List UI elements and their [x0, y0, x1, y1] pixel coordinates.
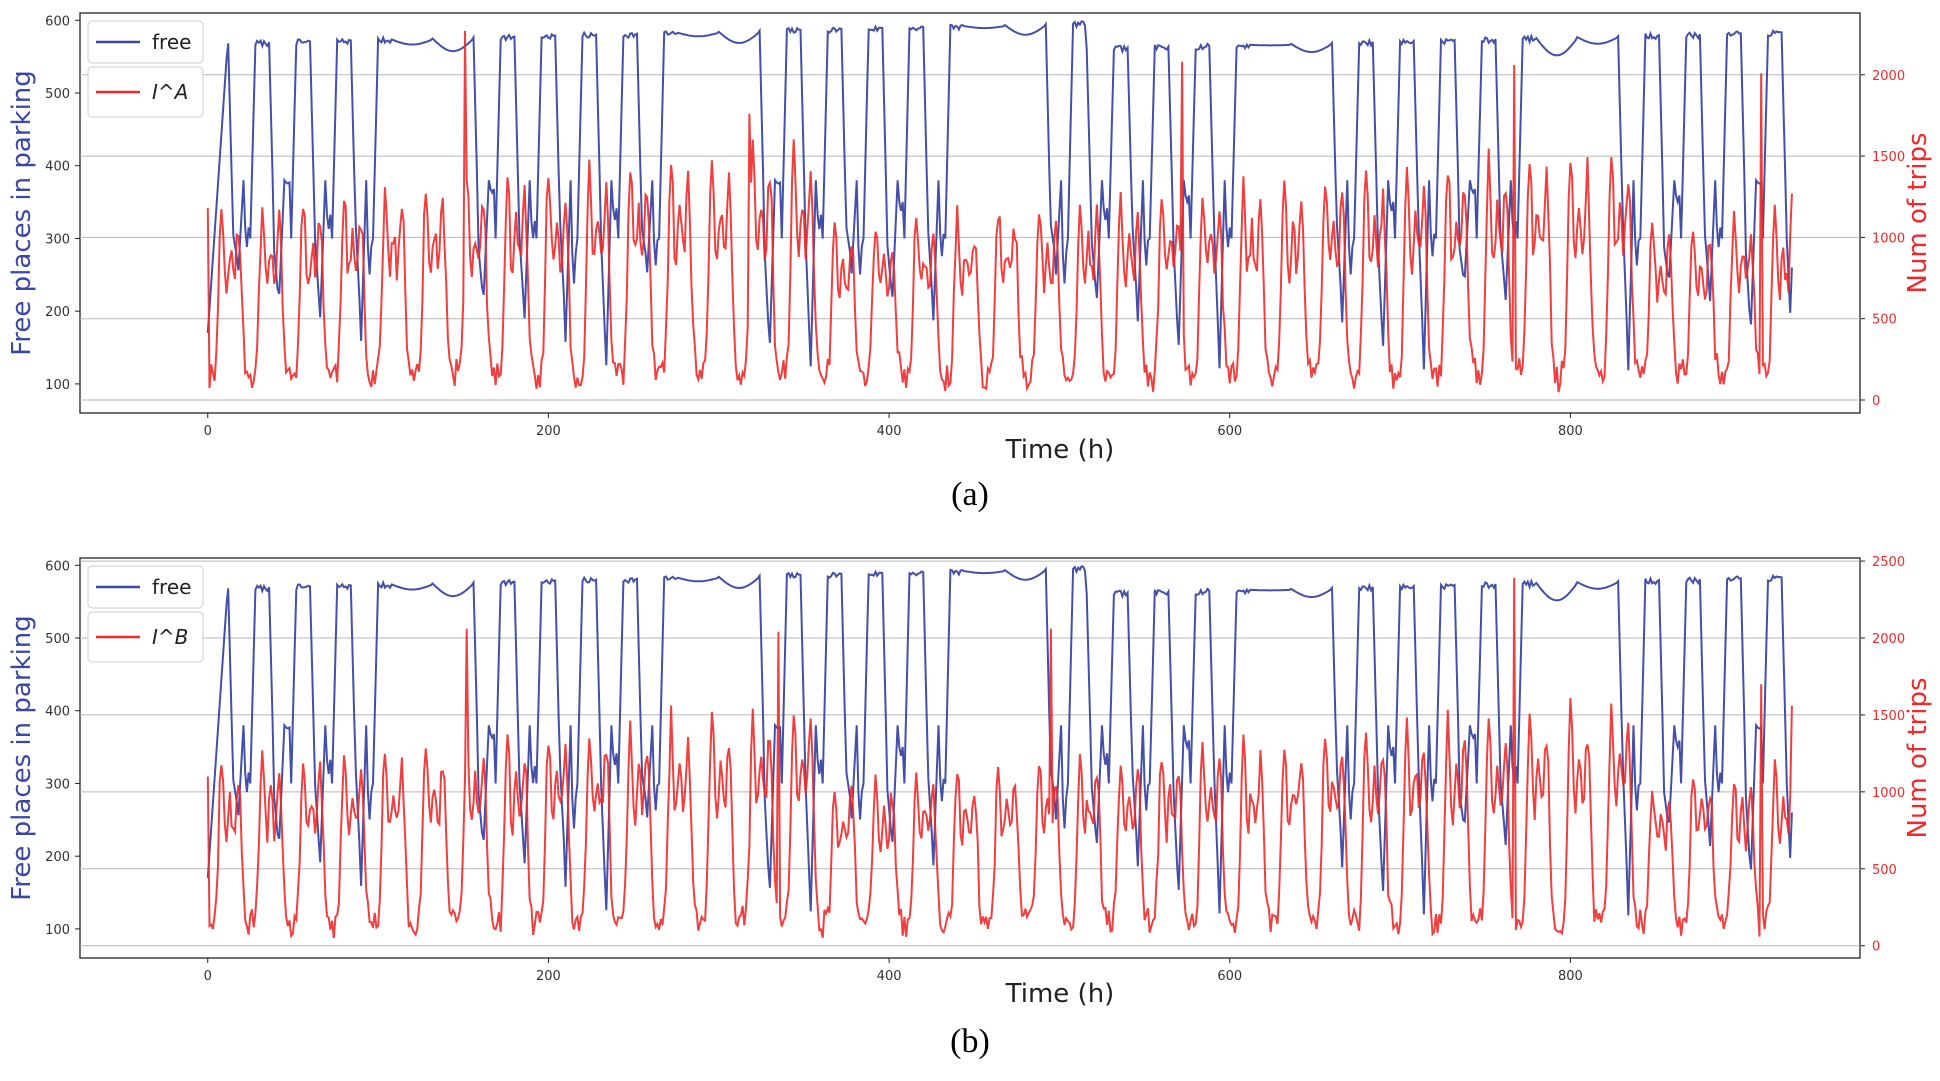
- series-line-i-a: [206, 30, 1793, 393]
- legend-label-free: free: [152, 30, 191, 54]
- y-right-tick-label: 2000: [1872, 69, 1905, 84]
- legend-box-trips: [87, 611, 204, 663]
- y-left-tick-label: 400: [45, 160, 70, 175]
- y-left-tick-label: 500: [45, 87, 70, 102]
- x-tick-label: 200: [536, 969, 561, 984]
- y-left-tick-label: 300: [45, 232, 70, 247]
- series-line-free: [206, 20, 1793, 371]
- y-left-tick-label: 600: [45, 559, 70, 574]
- x-axis-label: Time (h): [1005, 435, 1115, 465]
- y-right-tick-label: 1500: [1872, 709, 1905, 724]
- panel-caption: (a): [951, 476, 989, 513]
- chart-panel-1: 0 200 400 600 800 100 200 300 400 500 600 0 500 1000 1…: [7, 12, 1933, 513]
- legend: free I^B: [87, 565, 204, 663]
- y-left-axis-label: Free places in parking: [7, 70, 37, 356]
- y-right-tick-label: 500: [1872, 313, 1897, 328]
- y-right-tick-label: 1000: [1872, 231, 1905, 246]
- x-tick-label: 600: [1217, 424, 1242, 439]
- y-right-axis-label: Num of trips: [1903, 132, 1933, 293]
- legend: free I^A: [87, 20, 204, 118]
- legend-box-trips: [87, 66, 204, 118]
- legend-label-trips: I^B: [152, 625, 188, 649]
- legend-box-free: [87, 565, 204, 609]
- y-left-tick-label: 300: [45, 777, 70, 792]
- y-left-tick-label: 100: [45, 923, 70, 938]
- series-line-i-b: [206, 577, 1793, 939]
- x-tick-label: 0: [204, 969, 212, 984]
- y-left-tick-label: 200: [45, 850, 70, 865]
- y-left-axis-label: Free places in parking: [7, 615, 37, 901]
- series-line-free: [206, 565, 1793, 916]
- y-right-tick-label: 500: [1872, 863, 1897, 878]
- x-tick-label: 400: [877, 969, 902, 984]
- y-left-tick-label: 200: [45, 305, 70, 320]
- legend-box-free: [87, 20, 204, 64]
- x-tick-label: 0: [204, 424, 212, 439]
- x-tick-label: 400: [877, 424, 902, 439]
- y-right-tick-label: 0: [1872, 394, 1880, 409]
- legend-label-free: free: [152, 575, 191, 599]
- plot-area: [79, 12, 1861, 414]
- y-right-axis-label: Num of trips: [1903, 677, 1933, 838]
- x-tick-label: 800: [1558, 969, 1583, 984]
- panel-caption: (b): [950, 1023, 990, 1060]
- chart-panel-2: 0 200 400 600 800 100 200 300 400 500 600 0 500 1000 1…: [7, 555, 1933, 1060]
- x-tick-label: 800: [1558, 424, 1583, 439]
- x-tick-label: 600: [1217, 969, 1242, 984]
- y-right-tick-label: 1500: [1872, 150, 1905, 165]
- y-right-tick-label: 0: [1872, 940, 1880, 955]
- y-right-tick-label: 1000: [1872, 786, 1905, 801]
- x-tick-label: 200: [536, 424, 561, 439]
- y-left-tick-label: 400: [45, 705, 70, 720]
- y-left-tick-label: 500: [45, 632, 70, 647]
- y-right-tick-label: 2000: [1872, 632, 1905, 647]
- y-left-tick-label: 600: [45, 14, 70, 29]
- x-axis-label: Time (h): [1005, 979, 1115, 1009]
- y-right-tick-label: 2500: [1872, 555, 1905, 570]
- y-left-tick-label: 100: [45, 378, 70, 393]
- legend-label-trips: I^A: [152, 80, 188, 104]
